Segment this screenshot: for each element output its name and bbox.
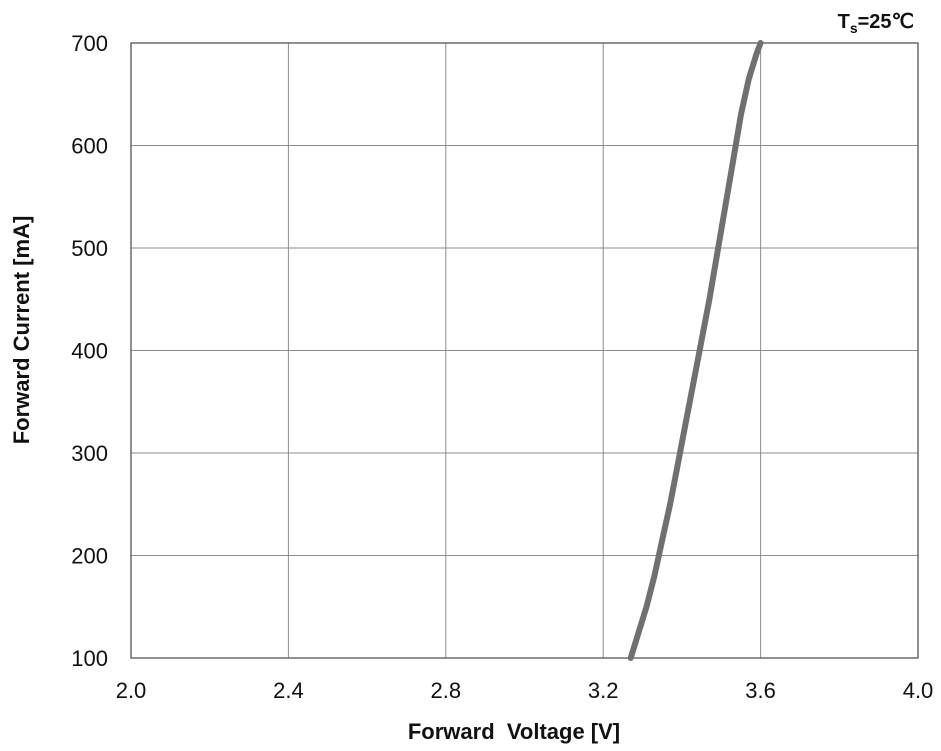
annotation-subscript: s [850, 20, 858, 36]
y-tick-labels: 100 200 300 400 500 600 700 [71, 31, 108, 671]
series-group [627, 40, 764, 661]
y-tick-label: 600 [71, 134, 108, 159]
annotation-symbol: T [838, 11, 850, 33]
y-tick-label: 200 [71, 544, 108, 569]
y-tick-label: 100 [71, 646, 108, 671]
annotation-value: =25℃ [858, 11, 914, 33]
x-axis-label: Forward Voltage [V] [408, 719, 620, 744]
y-axis-label: Forward Current [mA] [9, 216, 34, 445]
x-tick-label: 2.0 [116, 678, 147, 703]
x-tick-labels: 2.0 2.4 2.8 3.2 3.6 4.0 [116, 678, 934, 703]
x-tick-label: 4.0 [903, 678, 934, 703]
y-tick-label: 700 [71, 31, 108, 56]
temperature-annotation: Ts=25℃ [838, 11, 914, 36]
y-tick-label: 500 [71, 236, 108, 261]
y-tick-label: 400 [71, 339, 108, 364]
series-line-0 [627, 40, 764, 661]
plot-frame [130, 42, 919, 659]
grid-lines [130, 42, 919, 659]
x-tick-label: 3.2 [588, 678, 619, 703]
x-tick-label: 2.4 [273, 678, 304, 703]
y-tick-label: 300 [71, 441, 108, 466]
x-tick-label: 2.8 [431, 678, 462, 703]
x-tick-label: 3.6 [745, 678, 776, 703]
